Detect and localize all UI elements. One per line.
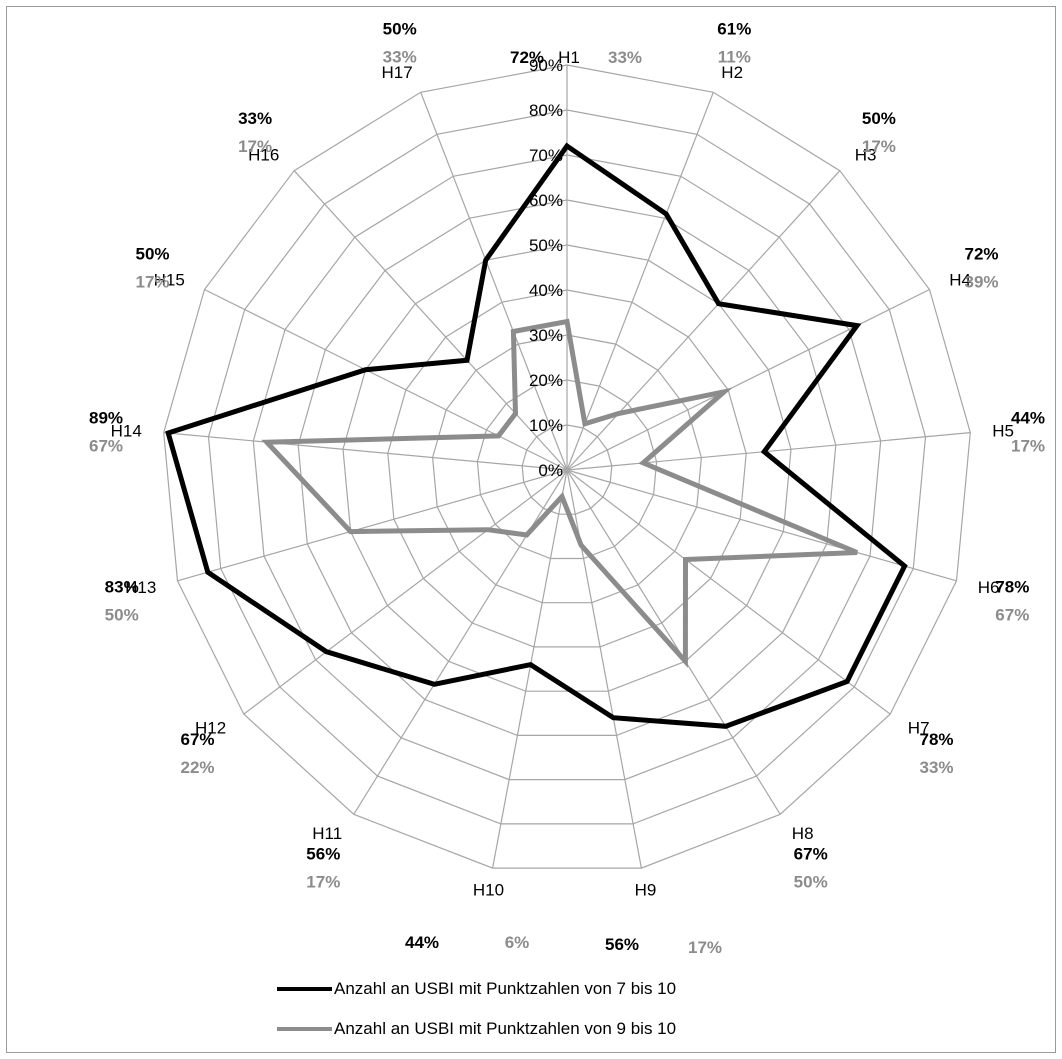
- category-label-h10: H10: [473, 881, 504, 900]
- spoke-h4: [566, 288, 930, 471]
- category-label-h2: H2: [721, 63, 743, 82]
- legend: Anzahl an USBI mit Punktzahlen von 7 bis…: [277, 969, 676, 1049]
- radar-chart: 0% 10% 20% 30% 40% 50% 60% 70% 80% 90%H1 72% 33% H2 6…: [89, 19, 1045, 957]
- category-label-h12: H12: [195, 718, 226, 737]
- category-label-h1: H1: [558, 48, 580, 67]
- value-label-series-2-h13: 50%: [105, 606, 139, 625]
- tick-label-30: 30%: [529, 326, 563, 345]
- spoke-h2: [566, 92, 714, 471]
- value-label-series-2-h11: 17%: [306, 873, 340, 892]
- value-label-series-1-h11: 56%: [306, 845, 340, 864]
- tick-label-80: 80%: [529, 101, 563, 120]
- spoke-h12: [243, 469, 568, 715]
- tick-label-50: 50%: [529, 236, 563, 255]
- value-label-series-1-h17: 50%: [383, 19, 417, 38]
- category-label-h15: H15: [154, 271, 185, 290]
- series-line-2: [261, 318, 858, 668]
- value-label-series-2-h17: 33%: [383, 47, 417, 66]
- legend-label-series-1: Anzahl an USBI mit Punktzahlen von 7 bis…: [334, 979, 677, 998]
- category-label-h4: H4: [949, 271, 971, 290]
- spoke-h5: [566, 432, 971, 471]
- category-label-h6: H6: [978, 578, 1000, 597]
- value-label-series-2-h5: 17%: [1011, 436, 1045, 455]
- spoke-h15: [204, 288, 568, 471]
- tick-label-0: 0%: [538, 461, 563, 480]
- spoke-h14: [163, 432, 568, 471]
- tick-label-70: 70%: [529, 146, 563, 165]
- value-label-series-1-h15: 50%: [135, 245, 169, 264]
- value-label-series-1-h13: 83%: [105, 578, 139, 597]
- legend-item-series-1: Anzahl an USBI mit Punktzahlen von 7 bis…: [277, 969, 676, 1009]
- tick-label-40: 40%: [529, 281, 563, 300]
- value-label-series-2-h12: 22%: [180, 758, 214, 777]
- category-label-h14: H14: [111, 422, 142, 441]
- grid-ring-40: [387, 289, 747, 648]
- category-label-h17: H17: [382, 63, 413, 82]
- category-label-h16: H16: [248, 145, 279, 164]
- tick-label-20: 20%: [529, 371, 563, 390]
- grid-ring-70: [252, 154, 882, 781]
- spoke-h10: [492, 469, 568, 869]
- spoke-h6: [566, 469, 957, 582]
- value-label-series-1-h1: 72%: [510, 48, 544, 67]
- spoke-h16: [293, 170, 568, 471]
- value-label-series-2-h10: 6%: [505, 933, 530, 952]
- grid-ring-20: [476, 379, 658, 560]
- spoke-h7: [566, 469, 891, 715]
- grid-ring-90: [163, 64, 971, 869]
- value-label-series-1-h5: 44%: [1011, 408, 1045, 427]
- value-label-series-1-h10: 44%: [405, 933, 439, 952]
- value-label-series-2-h16: 17%: [238, 137, 272, 156]
- grid-ring-80: [207, 109, 927, 825]
- category-label-h7: H7: [908, 718, 930, 737]
- value-label-series-2-h7: 33%: [919, 758, 953, 777]
- value-label-series-2-h1: 33%: [608, 48, 642, 67]
- legend-label-series-2: Anzahl an USBI mit Punktzahlen von 9 bis…: [334, 1019, 677, 1038]
- value-label-series-2-h3: 17%: [862, 137, 896, 156]
- category-label-h8: H8: [792, 824, 814, 843]
- value-label-series-2-h4: 39%: [964, 273, 998, 292]
- grid-ring-30: [431, 334, 703, 604]
- chart-frame: 0% 10% 20% 30% 40% 50% 60% 70% 80% 90% H1 72% 33% H2 6…: [6, 6, 1056, 1053]
- category-label-h3: H3: [855, 145, 877, 164]
- grid-ring-50: [342, 244, 792, 692]
- grid-ring-60: [297, 199, 837, 737]
- spoke-h8: [566, 469, 781, 815]
- category-label-h9: H9: [635, 881, 657, 900]
- value-label-series-2-h6: 67%: [995, 606, 1029, 625]
- value-label-series-2-h14: 67%: [89, 436, 123, 455]
- value-label-series-1-h16: 33%: [238, 109, 272, 128]
- value-label-series-2-h9: 17%: [688, 938, 722, 957]
- value-label-series-2-h15: 17%: [135, 273, 169, 292]
- value-label-series-1-h14: 89%: [89, 408, 123, 427]
- value-label-series-2-h8: 50%: [794, 873, 828, 892]
- value-label-series-1-h2: 61%: [717, 19, 751, 38]
- legend-item-series-2: Anzahl an USBI mit Punktzahlen von 9 bis…: [277, 1009, 676, 1049]
- spoke-h17: [420, 92, 568, 471]
- value-label-series-1-h3: 50%: [862, 109, 896, 128]
- value-label-series-2-h2: 11%: [718, 47, 751, 66]
- spoke-h13: [177, 469, 568, 582]
- category-label-h11: H11: [312, 824, 342, 843]
- tick-label-90: 90%: [529, 56, 563, 75]
- series-line-1: [165, 142, 908, 729]
- legend-swatch-series-2: [277, 1027, 332, 1031]
- legend-swatch-series-1: [277, 987, 332, 991]
- value-label-series-1-h4: 72%: [964, 245, 998, 264]
- value-label-series-1-h6: 78%: [995, 578, 1029, 597]
- tick-label-60: 60%: [529, 191, 563, 210]
- tick-label-10: 10%: [529, 416, 563, 435]
- value-label-series-1-h12: 67%: [180, 730, 214, 749]
- value-label-series-1-h9: 56%: [605, 935, 639, 954]
- category-label-h13: H13: [125, 578, 156, 597]
- spoke-h3: [566, 170, 841, 471]
- value-label-series-1-h7: 78%: [919, 730, 953, 749]
- value-label-series-1-h8: 67%: [794, 845, 828, 864]
- category-label-h5: H5: [992, 422, 1014, 441]
